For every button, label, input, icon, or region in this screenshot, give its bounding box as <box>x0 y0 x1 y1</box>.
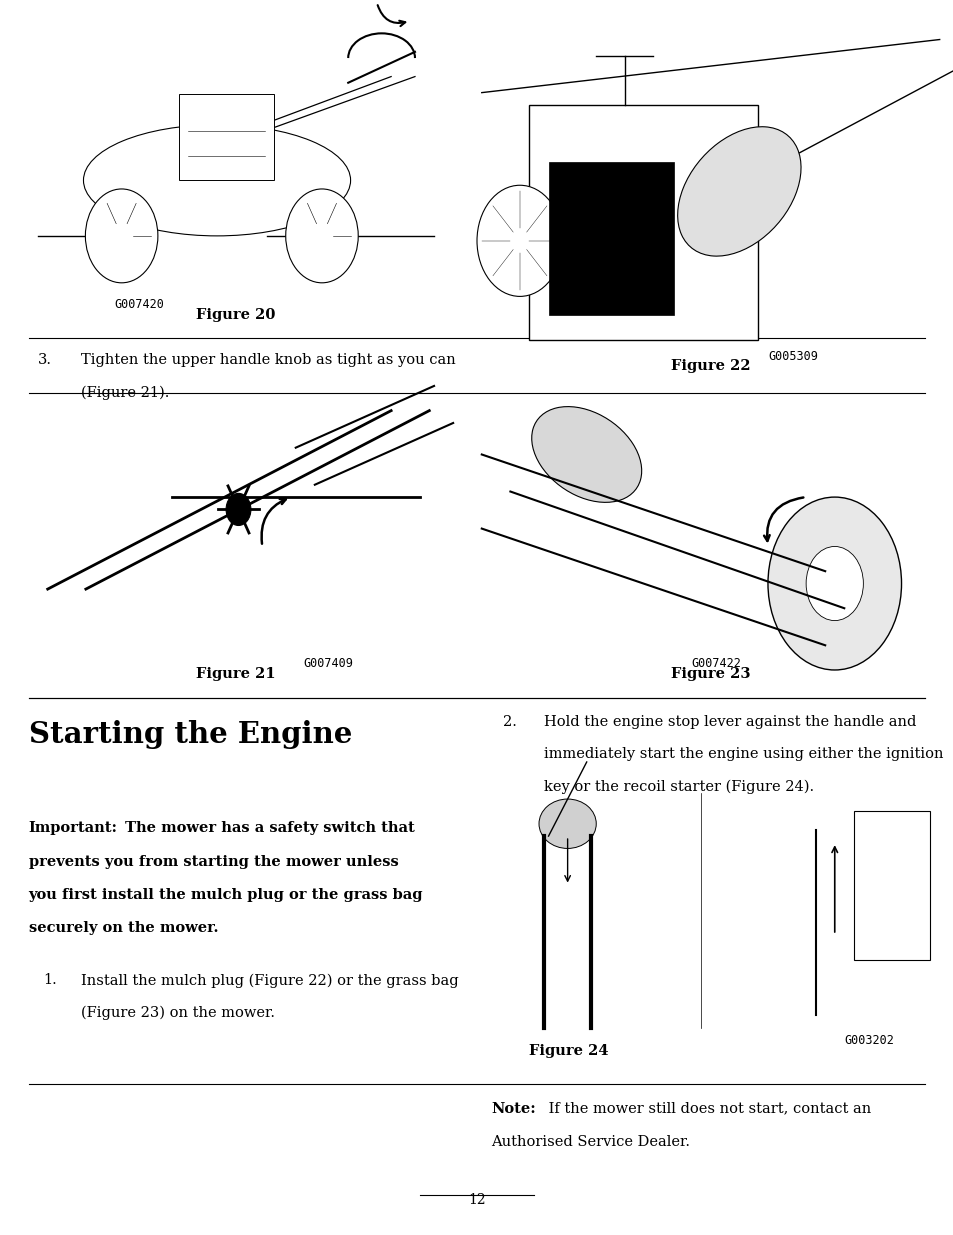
Text: Hold the engine stop lever against the handle and: Hold the engine stop lever against the h… <box>543 715 915 729</box>
Bar <box>178 94 274 180</box>
Text: Important:: Important: <box>29 821 117 835</box>
Bar <box>548 162 674 315</box>
Circle shape <box>805 547 862 620</box>
Text: The mower has a safety switch that: The mower has a safety switch that <box>120 821 415 835</box>
Text: you first install the mulch plug or the grass bag: you first install the mulch plug or the … <box>29 888 423 902</box>
Text: G007420: G007420 <box>114 298 164 311</box>
Text: 12: 12 <box>468 1193 485 1207</box>
Text: G007422: G007422 <box>691 657 740 671</box>
Text: Install the mulch plug (Figure 22) or the grass bag: Install the mulch plug (Figure 22) or th… <box>81 973 458 988</box>
Text: Note:: Note: <box>491 1102 536 1115</box>
Text: Authorised Service Dealer.: Authorised Service Dealer. <box>491 1135 690 1149</box>
Text: 3.: 3. <box>38 353 52 367</box>
Text: Tighten the upper handle knob as tight as you can: Tighten the upper handle knob as tight a… <box>81 353 456 367</box>
Text: (Figure 23) on the mower.: (Figure 23) on the mower. <box>81 1005 274 1020</box>
Text: immediately start the engine using either the ignition: immediately start the engine using eithe… <box>543 747 943 761</box>
Text: prevents you from starting the mower unless: prevents you from starting the mower unl… <box>29 855 398 868</box>
Text: If the mower still does not start, contact an: If the mower still does not start, conta… <box>543 1102 870 1115</box>
Text: Figure 23: Figure 23 <box>670 667 750 680</box>
Text: key or the recoil starter (Figure 24).: key or the recoil starter (Figure 24). <box>543 779 813 794</box>
Text: 1.: 1. <box>43 973 56 987</box>
Bar <box>853 811 929 960</box>
Ellipse shape <box>531 406 641 503</box>
Bar <box>529 105 758 340</box>
Text: G007409: G007409 <box>303 657 353 671</box>
Circle shape <box>85 189 158 283</box>
Text: 2.: 2. <box>502 715 517 729</box>
Ellipse shape <box>677 127 801 256</box>
Circle shape <box>226 494 251 526</box>
Text: Figure 20: Figure 20 <box>196 308 275 321</box>
Text: securely on the mower.: securely on the mower. <box>29 921 218 935</box>
Text: Figure 21: Figure 21 <box>196 667 275 680</box>
Text: Figure 22: Figure 22 <box>670 359 750 373</box>
Circle shape <box>476 185 562 296</box>
Text: (Figure 21).: (Figure 21). <box>81 385 170 400</box>
Text: Starting the Engine: Starting the Engine <box>29 720 352 748</box>
Text: G003202: G003202 <box>843 1034 893 1047</box>
Ellipse shape <box>538 799 596 848</box>
Ellipse shape <box>83 125 351 236</box>
Circle shape <box>286 189 358 283</box>
Circle shape <box>767 496 901 671</box>
Text: G005309: G005309 <box>767 350 817 363</box>
Text: Figure 24: Figure 24 <box>529 1044 608 1057</box>
